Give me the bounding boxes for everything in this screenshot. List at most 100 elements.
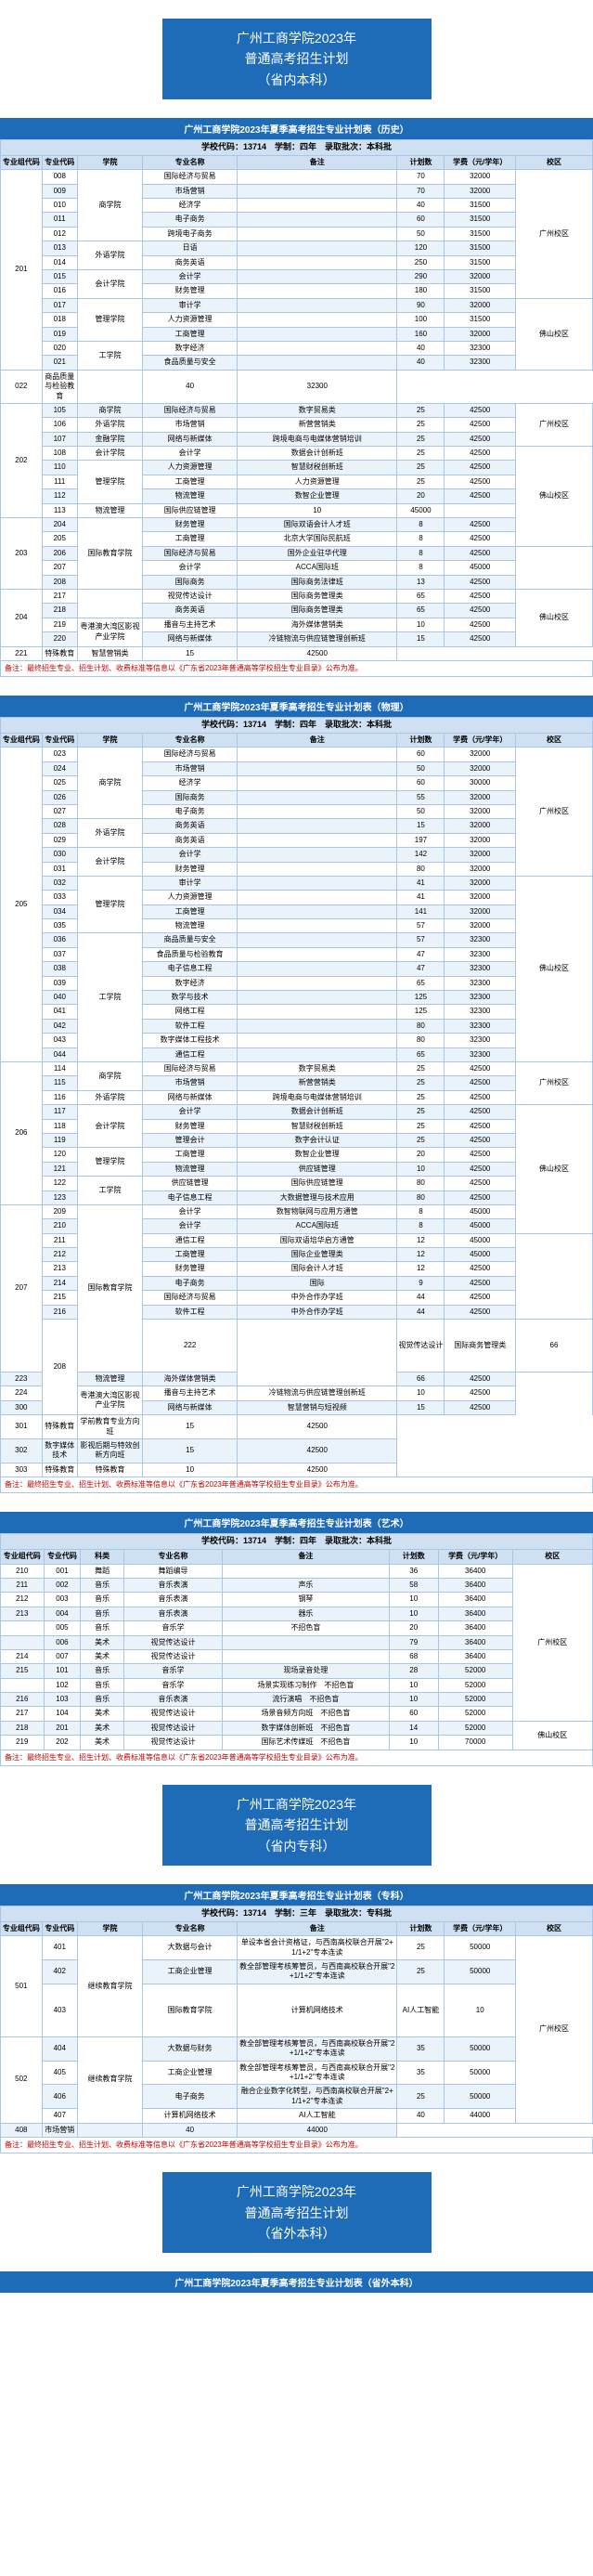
cell — [238, 761, 397, 775]
cell: 25 — [397, 461, 445, 475]
cell: 32300 — [445, 1047, 516, 1061]
cell: 80 — [397, 1190, 445, 1204]
table1-caption: 广州工商学院2023年夏季高考招生专业计划表（历史） — [0, 118, 593, 139]
cell: 音乐表演 — [123, 1607, 222, 1620]
cell: 市场营销 — [42, 2123, 77, 2137]
cell: 15 — [143, 1415, 238, 1439]
cell: 北京大学国际民航班 — [238, 532, 397, 546]
cell — [238, 876, 397, 890]
banner-line: 普通高考招生计划 — [162, 2203, 432, 2223]
cell: 国际商务法律班 — [238, 575, 397, 589]
cell: 32300 — [445, 962, 516, 976]
cell: 32000 — [445, 269, 516, 283]
cell: 人力资源管理 — [143, 891, 238, 904]
cell: 42500 — [445, 1372, 516, 1386]
cell: 12 — [397, 1262, 445, 1276]
cell: 023 — [42, 748, 77, 761]
th-plan: 计划数 — [397, 734, 445, 748]
table2-subheader: 学校代码：13714 学制：四年 录取批次：本科批 — [1, 718, 593, 734]
cell: 管理学院 — [77, 461, 142, 503]
cell: 223 — [1, 1372, 43, 1386]
cell: 商务英语 — [143, 604, 238, 618]
cell: 32300 — [445, 341, 516, 355]
table-row: 408市场营销4044000 — [1, 2123, 593, 2137]
cell: 音乐学 — [123, 1664, 222, 1678]
cell: 42500 — [445, 1119, 516, 1133]
th-note: 备注 — [223, 1550, 389, 1564]
cell: 工商企业管理 — [143, 1960, 238, 1984]
cell: 300 — [1, 1400, 43, 1414]
cell: 国际双语会计人才班 — [238, 518, 397, 532]
table2-footnote: 备注：最终招生专业、招生计划、收费标准等信息以《广东省2023年普通高等学校招生… — [1, 1477, 593, 1493]
cell — [238, 1005, 397, 1019]
cell: 审计学 — [143, 298, 238, 312]
cell: 音乐 — [81, 1693, 124, 1707]
cell: 8 — [397, 532, 445, 546]
th-group: 专业组代码 — [1, 1550, 45, 1564]
cell: 50 — [397, 761, 445, 775]
cell: 海外媒体营销类 — [238, 618, 397, 631]
cell: 播音与主持艺术 — [143, 1386, 238, 1400]
cell: 42500 — [445, 518, 516, 532]
cell: 市场营销 — [143, 761, 238, 775]
cell: 财务管理 — [143, 284, 238, 298]
table-row: 030会计学院会计学14232000 — [1, 848, 593, 862]
cell: 007 — [44, 1649, 81, 1663]
cell: 智慧营销类 — [77, 646, 142, 660]
cell: 工商管理 — [143, 904, 238, 918]
cell: 32000 — [445, 748, 516, 761]
cell — [238, 184, 397, 198]
cell: 401 — [42, 1936, 77, 1960]
cell: 141 — [397, 904, 445, 918]
cell: 商务英语 — [143, 833, 238, 847]
cell: 122 — [42, 1177, 77, 1190]
table-row: 205023商学院国际经济与贸易6032000广州校区 — [1, 748, 593, 761]
table-row: 102音乐音乐学场景实现练习制作 不招色盲1052000 — [1, 1678, 593, 1692]
cell: 计算机网络技术 — [238, 1984, 397, 2036]
cell: 32300 — [445, 947, 516, 961]
cell: 25 — [397, 2085, 445, 2109]
cell: 国际商务管理类 — [238, 604, 397, 618]
cell: 32000 — [445, 919, 516, 933]
cell: 工商管理 — [143, 327, 238, 341]
cell: 食品质量与检验教育 — [143, 947, 238, 961]
cell: 音乐 — [81, 1607, 124, 1620]
cell: 44000 — [445, 2109, 516, 2123]
cell — [238, 255, 397, 269]
cell: 会计学 — [143, 848, 238, 862]
cell: 跨境电商与电媒体营销培训 — [238, 432, 397, 446]
cell: 32000 — [445, 862, 516, 876]
cell: 佛山校区 — [516, 1105, 593, 1234]
cell: 123 — [42, 1190, 77, 1204]
cell: 120 — [397, 241, 445, 255]
cell: 42500 — [445, 461, 516, 475]
cell: 55 — [397, 790, 445, 804]
cell: 50000 — [445, 1936, 516, 1960]
cell: 10 — [143, 1463, 238, 1477]
cell: 场景音频方向班 不招色盲 — [223, 1707, 389, 1721]
cell: 038 — [42, 962, 77, 976]
cell: 20 — [397, 1148, 445, 1162]
cell: 美术 — [81, 1736, 124, 1750]
cell: 10 — [389, 1736, 438, 1750]
cell: 60 — [389, 1707, 438, 1721]
cell: 70 — [397, 170, 445, 184]
cell: 035 — [42, 919, 77, 933]
cell: 冷链物流与供应链管理创新班 — [238, 1386, 397, 1400]
banner-line: 普通高考招生计划 — [162, 1815, 432, 1835]
banner-line: 普通高考招生计划 — [162, 48, 432, 69]
cell: 国际经济与贸易 — [143, 546, 238, 560]
cell: 国际会计人才班 — [238, 1262, 397, 1276]
cell: 41 — [397, 891, 445, 904]
cell: 044 — [42, 1047, 77, 1061]
cell — [1, 1678, 45, 1692]
table-row: 036工学院商品质量与安全5732300 — [1, 933, 593, 947]
cell: ACCA国际班 — [238, 561, 397, 575]
cell: 006 — [44, 1635, 81, 1649]
cell: 42500 — [445, 1105, 516, 1119]
cell: 405 — [42, 2061, 77, 2085]
cell: 002 — [44, 1578, 81, 1592]
cell: 32000 — [445, 170, 516, 184]
cell: 043 — [42, 1034, 77, 1047]
cell: 国际经济与贸易 — [143, 1291, 238, 1305]
